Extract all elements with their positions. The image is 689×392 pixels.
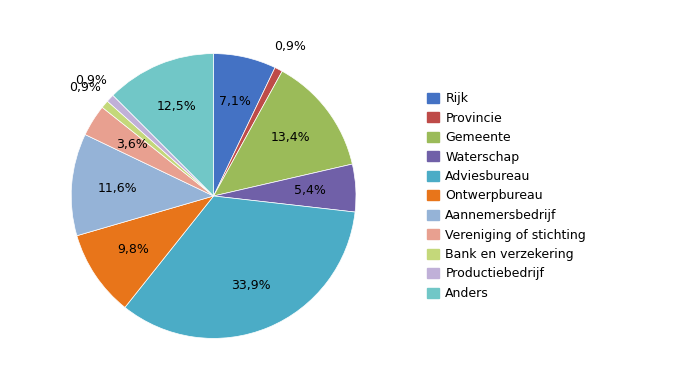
Text: 13,4%: 13,4%: [271, 131, 311, 144]
Text: 0,9%: 0,9%: [76, 74, 107, 87]
Wedge shape: [214, 67, 282, 196]
Text: 33,9%: 33,9%: [231, 279, 271, 292]
Wedge shape: [214, 71, 352, 196]
Text: 7,1%: 7,1%: [219, 95, 251, 108]
Text: 11,6%: 11,6%: [97, 181, 137, 194]
Wedge shape: [113, 54, 214, 196]
Wedge shape: [107, 95, 214, 196]
Text: 5,4%: 5,4%: [294, 184, 326, 197]
Wedge shape: [214, 54, 275, 196]
Text: 9,8%: 9,8%: [117, 243, 149, 256]
Wedge shape: [85, 107, 214, 196]
Text: 0,9%: 0,9%: [274, 40, 307, 53]
Wedge shape: [125, 196, 355, 338]
Text: 12,5%: 12,5%: [156, 100, 196, 113]
Wedge shape: [71, 134, 214, 236]
Text: 0,9%: 0,9%: [69, 81, 101, 94]
Wedge shape: [77, 196, 214, 307]
Text: 3,6%: 3,6%: [116, 138, 147, 151]
Legend: Rijk, Provincie, Gemeente, Waterschap, Adviesbureau, Ontwerpbureau, Aannemersbed: Rijk, Provincie, Gemeente, Waterschap, A…: [426, 92, 586, 300]
Wedge shape: [102, 101, 214, 196]
Wedge shape: [214, 164, 356, 212]
